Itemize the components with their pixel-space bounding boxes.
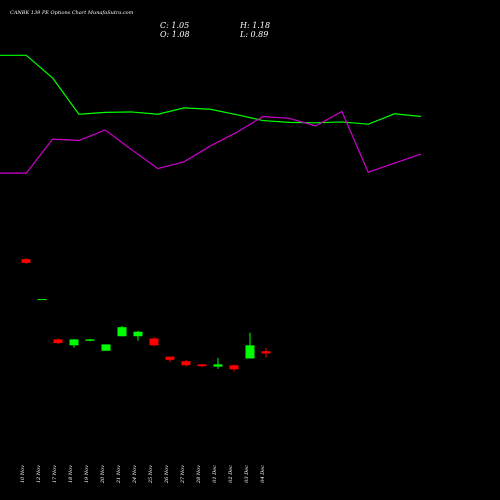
x-tick-label: 21 Nov <box>116 465 122 484</box>
x-tick-label: 17 Nov <box>52 465 58 483</box>
x-tick-label: 12 Nov <box>36 465 42 483</box>
high-value: H: 1.18 <box>240 21 271 30</box>
candle-body <box>181 361 191 366</box>
candle-body <box>85 339 95 341</box>
x-tick-label: 25 Nov <box>148 465 154 484</box>
candle-body <box>245 345 255 359</box>
candle-body <box>21 259 31 263</box>
x-tick-label: 01 Dec <box>212 465 218 483</box>
magenta-series-line <box>0 110 421 174</box>
candle-body <box>213 364 223 367</box>
candle-body <box>149 338 159 346</box>
x-tick-label: 04 Dec <box>260 465 266 483</box>
x-tick-label: 18 Nov <box>68 465 74 483</box>
low-value: L: 0.89 <box>240 30 269 39</box>
candle-body <box>53 339 63 344</box>
close-value: C: 1.05 <box>160 21 190 30</box>
x-tick-label: 19 Nov <box>84 465 90 483</box>
candle-body <box>261 351 271 354</box>
x-tick-label: 10 Nov <box>20 465 26 483</box>
x-tick-label: 27 Nov <box>180 465 186 484</box>
x-tick-label: 02 Dec <box>228 465 234 483</box>
green-series-line <box>0 54 421 125</box>
candle-body <box>117 327 127 337</box>
candle-body <box>37 299 47 301</box>
candle-body <box>229 365 239 370</box>
x-tick-label: 28 Nov <box>196 465 202 484</box>
open-value: O: 1.08 <box>160 30 190 39</box>
candle-body <box>133 331 143 337</box>
candle-body <box>101 344 111 351</box>
x-tick-label: 03 Dec <box>244 465 250 483</box>
chart-title: CANBK 139 PE Options Chart MunafaSutra.c… <box>10 10 134 16</box>
candle-body <box>69 339 79 346</box>
candle-body <box>197 364 207 367</box>
x-tick-label: 20 Nov <box>100 465 106 484</box>
candle-body <box>165 356 175 360</box>
x-tick-label: 24 Nov <box>132 465 138 484</box>
x-tick-label: 26 Nov <box>164 465 170 484</box>
